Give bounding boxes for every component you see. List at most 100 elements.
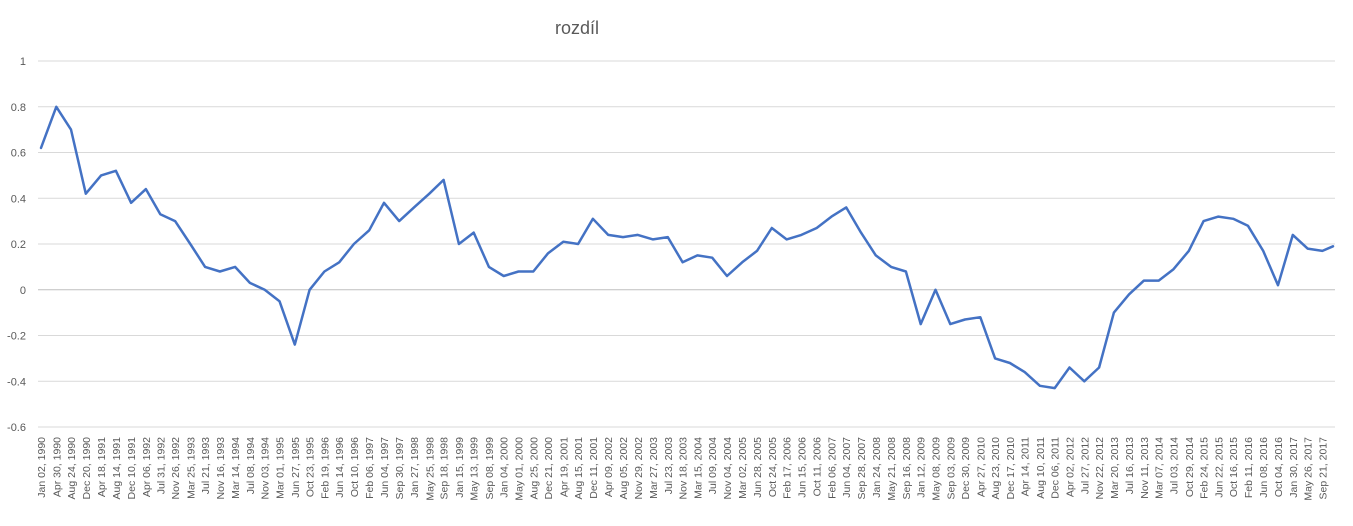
x-tick-label: Jul 03, 2014: [1169, 437, 1181, 494]
x-tick-label: Nov 11, 2013: [1139, 437, 1151, 499]
x-tick-label: Mar 25, 1993: [185, 437, 197, 499]
y-tick-label: 0.8: [11, 102, 26, 114]
x-tick-label: Apr 18, 1991: [96, 437, 108, 497]
x-tick-label: Sep 21, 2017: [1317, 437, 1329, 500]
x-tick-label: Jul 21, 1993: [200, 437, 212, 494]
x-tick-label: Jul 27, 2012: [1079, 437, 1091, 494]
x-tick-label: Oct 24, 2005: [767, 437, 779, 497]
x-tick-label: Sep 03, 2009: [945, 437, 957, 500]
x-tick-label: Aug 14, 1991: [111, 437, 123, 500]
x-tick-label: Oct 10, 1996: [349, 437, 361, 497]
x-tick-label: Jun 04, 1997: [379, 437, 391, 498]
x-tick-label: Aug 25, 2000: [528, 437, 540, 500]
x-tick-label: May 25, 1998: [424, 437, 436, 501]
x-tick-label: Apr 19, 2001: [558, 437, 570, 497]
series-rozdil: [39, 105, 1335, 390]
x-tick-label: Jun 27, 1995: [290, 437, 302, 498]
x-tick-label: Apr 06, 1992: [141, 437, 153, 497]
y-axis-tick-labels: 1 0.8 0.6 0.4 0.2 0 -0.2 -0.4 -0.6: [7, 56, 26, 434]
x-tick-label: Aug 05, 2002: [618, 437, 630, 500]
x-tick-label: May 21, 2008: [886, 437, 898, 501]
x-tick-label: Mar 20, 2013: [1109, 437, 1121, 499]
x-tick-label: Feb 17, 2006: [782, 437, 794, 499]
x-tick-label: Jun 14, 1996: [334, 437, 346, 498]
x-tick-label: Apr 30, 1990: [51, 437, 63, 497]
x-tick-label: Jan 15, 1999: [454, 437, 466, 498]
chart-title: rozdíl: [555, 18, 599, 38]
y-tick-label: 0: [20, 285, 26, 297]
x-tick-label: Jul 08, 1994: [245, 437, 257, 494]
x-tick-label: Sep 18, 1998: [439, 437, 451, 500]
x-tick-label: Sep 28, 2007: [856, 437, 868, 500]
x-tick-label: Apr 14, 2011: [1020, 437, 1032, 497]
x-tick-label: Aug 23, 2010: [990, 437, 1002, 500]
x-tick-label: Feb 06, 1997: [364, 437, 376, 499]
x-tick-label: Apr 09, 2002: [603, 437, 615, 497]
x-tick-label: Aug 24, 1990: [66, 437, 78, 500]
x-tick-label: Feb 24, 2015: [1199, 437, 1211, 499]
x-tick-label: Oct 16, 2015: [1228, 437, 1240, 497]
x-axis-tick-labels: Jan 02, 1990 Apr 30, 1990 Aug 24, 1990 Dec …: [36, 437, 1329, 501]
x-tick-label: Feb 19, 1996: [319, 437, 331, 499]
x-tick-label: Jun 08, 2016: [1258, 437, 1270, 498]
x-tick-label: Dec 21, 2000: [543, 437, 555, 500]
x-tick-label: Mar 14, 1994: [230, 437, 242, 499]
x-tick-label: Jan 12, 2009: [916, 437, 928, 498]
x-tick-label: Sep 30, 1997: [394, 437, 406, 500]
x-tick-label: May 26, 2017: [1303, 437, 1315, 501]
x-tick-label: Oct 29, 2014: [1184, 437, 1196, 497]
x-tick-label: Jan 04, 2000: [499, 437, 511, 498]
x-tick-label: Nov 18, 2003: [678, 437, 690, 500]
x-tick-label: Dec 10, 1991: [126, 437, 138, 500]
series-line: [39, 105, 1335, 390]
x-tick-label: May 01, 2000: [514, 437, 526, 501]
y-tick-label: 1: [20, 56, 26, 68]
x-tick-label: Nov 22, 2012: [1094, 437, 1106, 500]
x-tick-label: Feb 06, 2007: [826, 437, 838, 499]
y-tick-label: -0.4: [7, 376, 26, 388]
x-tick-label: May 08, 2009: [930, 437, 942, 501]
y-tick-label: -0.6: [7, 422, 26, 434]
x-tick-label: Jun 28, 2005: [752, 437, 764, 498]
x-tick-label: Jul 23, 2003: [663, 437, 675, 494]
x-tick-label: Jan 30, 2017: [1288, 437, 1300, 498]
x-tick-label: Jul 09, 2004: [707, 437, 719, 494]
x-tick-label: Jan 27, 1998: [409, 437, 421, 498]
x-tick-label: Aug 15, 2001: [573, 437, 585, 500]
y-tick-label: 0.6: [11, 148, 26, 160]
x-tick-label: Apr 02, 2012: [1065, 437, 1077, 497]
x-tick-label: Mar 01, 1995: [275, 437, 287, 499]
x-tick-label: Jun 22, 2015: [1213, 437, 1225, 498]
x-tick-label: Oct 04, 2016: [1273, 437, 1285, 497]
x-tick-label: Dec 20, 1990: [81, 437, 93, 500]
gridlines: [38, 60, 1335, 428]
x-tick-label: Dec 17, 2010: [1005, 437, 1017, 500]
x-tick-label: May 13, 1999: [469, 437, 481, 501]
x-tick-label: Jan 24, 2008: [871, 437, 883, 498]
x-tick-label: Feb 11, 2016: [1243, 437, 1255, 498]
x-tick-label: Apr 27, 2010: [975, 437, 987, 497]
x-tick-label: Nov 04, 2004: [722, 437, 734, 500]
x-tick-label: Dec 11, 2001: [588, 437, 600, 499]
x-tick-label: Nov 16, 1993: [215, 437, 227, 500]
x-tick-label: Jul 31, 1992: [155, 437, 167, 494]
x-tick-label: Jul 16, 2013: [1124, 437, 1136, 494]
x-tick-label: Mar 15, 2004: [692, 437, 704, 499]
x-tick-label: Mar 27, 2003: [648, 437, 660, 499]
y-tick-label: 0.4: [11, 193, 26, 205]
x-tick-label: Oct 23, 1995: [305, 437, 317, 497]
x-tick-label: Jun 04, 2007: [841, 437, 853, 498]
x-tick-label: Mar 07, 2014: [1154, 437, 1166, 499]
x-tick-label: Aug 10, 2011: [1035, 437, 1047, 499]
x-tick-label: Jan 02, 1990: [36, 437, 48, 498]
x-tick-label: Nov 26, 1992: [170, 437, 182, 500]
x-tick-label: Oct 11, 2006: [812, 437, 824, 497]
x-tick-label: Sep 08, 1999: [484, 437, 496, 500]
x-tick-label: Dec 06, 2011: [1050, 437, 1062, 499]
x-tick-label: Nov 29, 2002: [633, 437, 645, 500]
x-tick-label: Jun 15, 2006: [796, 437, 808, 498]
x-tick-label: Nov 03, 1994: [260, 437, 272, 500]
x-tick-label: Mar 02, 2005: [737, 437, 749, 499]
